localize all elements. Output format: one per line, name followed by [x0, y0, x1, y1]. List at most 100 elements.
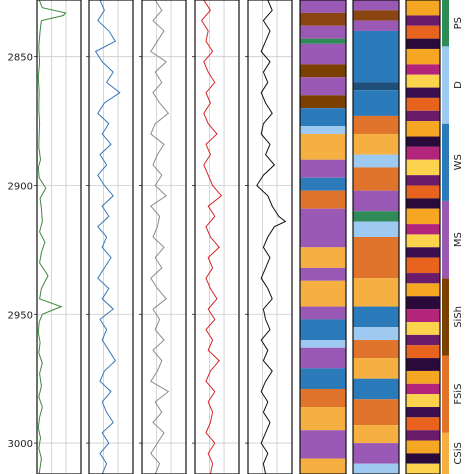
log-track	[192, 0, 240, 474]
log-curve	[150, 0, 170, 474]
facies-layer	[406, 370, 440, 384]
legend-label: FSiS	[453, 384, 464, 405]
facies-layer	[406, 136, 440, 147]
facies-layer	[353, 221, 399, 237]
log-track	[34, 0, 82, 474]
facies-layer	[353, 0, 399, 11]
log-curve	[37, 0, 67, 474]
depth-tick-label: 2950	[8, 310, 33, 321]
facies-layer	[353, 358, 399, 379]
log-curve	[200, 0, 223, 474]
facies-layer	[406, 334, 440, 346]
facies-layer	[300, 12, 346, 26]
facies-column	[405, 0, 441, 474]
facies-layer	[300, 267, 346, 281]
facies-layer	[406, 430, 440, 441]
facies-layer	[300, 77, 346, 96]
legend-label: MS	[453, 232, 464, 247]
depth-tick-label: 3000	[8, 439, 33, 450]
facies-layer	[300, 177, 346, 191]
facies-layer	[406, 234, 440, 248]
legend-swatch	[442, 278, 449, 356]
facies-layer	[353, 306, 399, 328]
facies-layer	[300, 430, 346, 459]
facies-layer	[300, 0, 346, 13]
facies-layer	[300, 208, 346, 248]
facies-layer	[353, 190, 399, 212]
facies-layer	[300, 43, 346, 65]
facies-layer	[406, 407, 440, 418]
facies-layer	[300, 159, 346, 178]
facies-layer	[300, 108, 346, 127]
facies-legend: CSiS FSiS SiSh MS WS D PS	[442, 0, 464, 474]
facies-layer	[406, 38, 440, 49]
facies-layer	[406, 224, 440, 235]
log-track	[86, 0, 134, 474]
facies-layer	[353, 278, 399, 307]
facies-layer	[406, 463, 440, 474]
facies-layer	[406, 417, 440, 431]
facies-layer	[406, 257, 440, 274]
facies-layer	[353, 463, 399, 474]
facies-column	[299, 0, 347, 474]
log-curve	[256, 0, 287, 474]
facies-layer	[300, 319, 346, 341]
facies-layer	[406, 175, 440, 186]
facies-layer	[353, 237, 399, 279]
track-frame	[36, 0, 82, 474]
facies-layer	[300, 458, 346, 474]
facies-layer	[353, 378, 399, 400]
facies-layer	[300, 190, 346, 209]
facies-layer	[406, 247, 440, 258]
facies-layer	[353, 133, 399, 155]
facies-layer	[353, 167, 399, 191]
facies-layer	[300, 247, 346, 268]
facies-layer	[406, 74, 440, 88]
facies-layer	[406, 309, 440, 323]
facies-layer	[353, 154, 399, 168]
legend-swatch	[442, 46, 449, 124]
facies-layer	[406, 48, 440, 65]
facies-layer	[353, 82, 399, 91]
facies-layer	[300, 126, 346, 134]
facies-layer	[300, 25, 346, 39]
facies-frame	[352, 0, 400, 474]
facies-layer	[300, 133, 346, 160]
facies-layer	[406, 15, 440, 26]
facies-layer	[353, 425, 399, 444]
legend-swatch	[442, 432, 449, 474]
facies-layer	[406, 273, 440, 284]
facies-layer	[300, 95, 346, 109]
facies-layer	[406, 345, 440, 359]
legend-label: D	[453, 81, 464, 89]
facies-layer	[406, 440, 440, 454]
facies-layer	[353, 20, 399, 31]
facies-frame	[299, 0, 347, 474]
facies-layer	[406, 358, 440, 371]
track-frame	[141, 0, 187, 474]
facies-layer	[300, 368, 346, 389]
facies-layer	[406, 283, 440, 297]
facies-layer	[353, 327, 399, 341]
facies-layer	[353, 211, 399, 222]
facies-layer	[300, 280, 346, 307]
log-track	[245, 0, 293, 474]
facies-layer	[353, 443, 399, 464]
legend-swatch	[442, 355, 449, 433]
legend-swatch	[442, 123, 449, 201]
facies-layer	[353, 90, 399, 116]
facies-layer	[406, 394, 440, 408]
facies-layer	[406, 64, 440, 75]
facies-layer	[353, 10, 399, 21]
track-frame	[88, 0, 134, 474]
facies-layer	[353, 30, 399, 83]
facies-layer	[406, 97, 440, 111]
facies-layer	[406, 198, 440, 209]
depth-tick-labels: 2850 2900 2950 3000	[8, 53, 33, 450]
legend-swatch	[442, 200, 449, 279]
facies-layer	[406, 110, 440, 122]
facies-layer	[353, 340, 399, 359]
legend-swatch	[442, 0, 449, 47]
